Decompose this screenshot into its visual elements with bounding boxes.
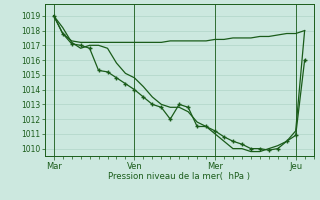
X-axis label: Pression niveau de la mer(  hPa ): Pression niveau de la mer( hPa ) [108,172,250,181]
